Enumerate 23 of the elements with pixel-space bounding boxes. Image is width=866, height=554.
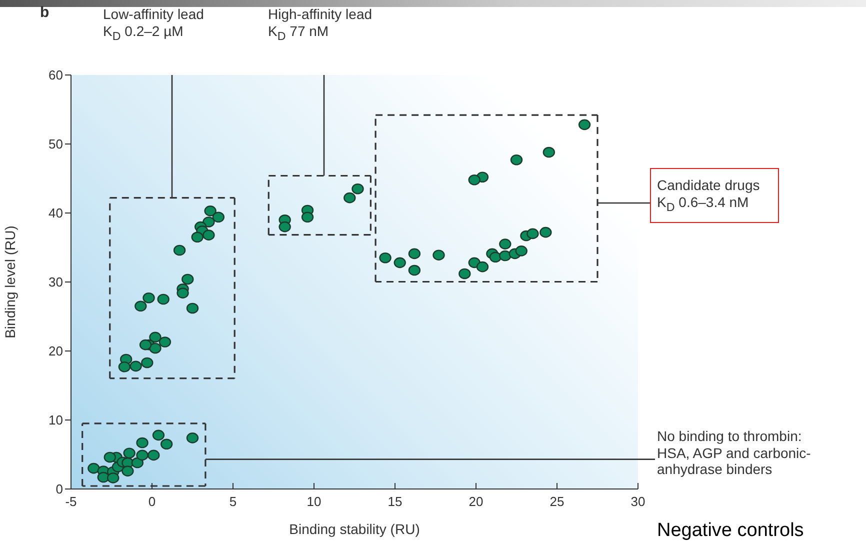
y-tick-label: 50 [48,136,63,152]
x-tick-label: 0 [148,494,156,510]
x-tick-label: 25 [550,494,564,510]
x-tick-label: 5 [229,494,237,510]
x-tick-label: -5 [65,494,77,510]
y-tick-label: 0 [56,482,63,497]
text: High-affinity lead K$_{D}$ 77 nM [268,6,372,44]
text: Negative controls [657,520,804,542]
x-tick-label: 30 [630,494,646,510]
y-tick-label: 20 [48,344,63,359]
x-tick-label: 10 [306,494,322,510]
y-tick-label: 40 [48,206,63,221]
x-tick-label: 15 [388,494,402,510]
x-tick-label: 20 [468,494,484,510]
x-axis-title: Binding stability (RU) [289,521,420,537]
y-tick-label: 30 [48,274,63,290]
y-tick-label: 10 [48,412,63,428]
y-axis-title: Binding level (RU) [2,226,18,338]
text: No binding to thrombin: HSA, AGP and carbonic- anhydrase binders [657,428,811,478]
text: Low-affinity lead K$_{D}$ 0.2–2 µM [103,6,204,44]
text: b [40,4,50,22]
text: Candidate drugs K$_{D}$ 0.6–3.4 nM [657,177,760,214]
y-tick-label: 60 [48,68,63,83]
